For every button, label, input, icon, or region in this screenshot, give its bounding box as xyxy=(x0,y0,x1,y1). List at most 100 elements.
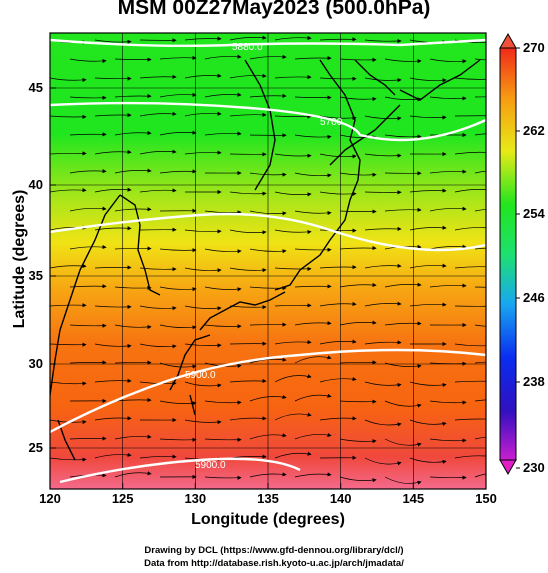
streamline xyxy=(409,457,447,464)
streamline xyxy=(159,362,197,369)
streamline xyxy=(384,58,422,64)
streamline xyxy=(409,225,447,231)
streamline xyxy=(319,416,357,421)
streamline xyxy=(114,471,152,478)
tick-marks xyxy=(49,87,487,489)
streamline xyxy=(50,457,87,462)
streamline xyxy=(339,360,377,365)
streamline xyxy=(159,437,197,442)
streamline xyxy=(114,57,152,62)
streamline xyxy=(429,400,467,405)
streamline xyxy=(339,320,377,326)
streamline xyxy=(139,305,177,311)
streamline xyxy=(294,134,332,139)
streamline xyxy=(274,153,312,158)
x-axis-title: Longitude (degrees) xyxy=(191,511,345,528)
streamline xyxy=(69,284,107,289)
streamline xyxy=(159,248,197,253)
streamline xyxy=(114,130,152,136)
lon-tick-label: 140 xyxy=(329,491,352,506)
streamline xyxy=(69,206,107,212)
streamline xyxy=(319,301,357,307)
streamline xyxy=(94,452,132,459)
streamline xyxy=(114,285,152,291)
streamline xyxy=(384,476,422,485)
streamline xyxy=(184,267,222,273)
streamline xyxy=(229,378,267,384)
colorbar-tick-label: 230 xyxy=(523,460,545,475)
streamline xyxy=(384,362,422,369)
streamline xyxy=(384,321,422,326)
streamline xyxy=(319,115,357,121)
streamline xyxy=(249,394,287,402)
streamline xyxy=(204,131,242,136)
streamline xyxy=(474,361,486,364)
colorbar-tick-label: 262 xyxy=(523,123,545,138)
streamline xyxy=(454,418,486,421)
streamline xyxy=(114,434,152,440)
streamline xyxy=(474,133,486,136)
streamline xyxy=(114,93,152,99)
streamline xyxy=(114,168,152,174)
streamline xyxy=(454,266,486,269)
lon-tick-label: 145 xyxy=(402,491,425,506)
streamline xyxy=(204,475,242,480)
streamline xyxy=(204,210,242,215)
streamline xyxy=(114,246,152,251)
streamline xyxy=(50,188,87,193)
streamline xyxy=(69,323,107,328)
streamline xyxy=(274,266,312,271)
colorbar-tick-label: 246 xyxy=(523,290,545,305)
lat-tick-label: 35 xyxy=(28,268,43,283)
streamline xyxy=(249,433,287,440)
footer-credit-data: Data from http://database.rish.kyoto-u.a… xyxy=(144,558,404,569)
lat-tick-label: 30 xyxy=(28,356,43,371)
streamline xyxy=(339,245,377,251)
streamline xyxy=(69,95,107,100)
streamline xyxy=(294,472,332,478)
streamline xyxy=(249,248,287,254)
streamline xyxy=(474,170,486,174)
lat-tick-label: 40 xyxy=(28,177,43,192)
streamline xyxy=(184,150,222,155)
streamline xyxy=(229,191,267,196)
streamline xyxy=(474,399,486,402)
grid-lines xyxy=(50,33,486,489)
colorbar xyxy=(499,32,520,476)
streamline xyxy=(274,412,312,421)
streamline xyxy=(184,305,222,311)
streamline xyxy=(319,37,357,42)
streamline xyxy=(319,76,357,81)
colorbar-max-arrow xyxy=(499,32,517,49)
streamline xyxy=(454,151,486,155)
streamline xyxy=(429,438,467,443)
streamline xyxy=(339,209,377,214)
streamline xyxy=(339,57,377,62)
streamline xyxy=(409,188,447,193)
streamline xyxy=(274,74,312,80)
streamline xyxy=(274,229,312,235)
streamline xyxy=(229,35,267,41)
streamline xyxy=(94,265,132,270)
streamline xyxy=(249,357,287,364)
streamline xyxy=(319,339,357,345)
streamline xyxy=(319,376,357,383)
streamline xyxy=(69,58,107,64)
contour-label: 5900.0 xyxy=(185,370,216,381)
streamline xyxy=(94,113,132,118)
streamline xyxy=(474,324,486,327)
streamline xyxy=(454,455,486,459)
streamline xyxy=(184,111,222,117)
streamline xyxy=(50,114,87,119)
streamline xyxy=(364,226,402,231)
streamline xyxy=(94,343,132,349)
streamline xyxy=(50,342,87,347)
streamline xyxy=(229,267,267,273)
streamline xyxy=(204,400,242,405)
streamline xyxy=(69,169,107,174)
streamline xyxy=(294,172,332,178)
lon-tick-label: 130 xyxy=(184,491,207,506)
streamline xyxy=(249,54,287,60)
streamline xyxy=(159,130,197,136)
